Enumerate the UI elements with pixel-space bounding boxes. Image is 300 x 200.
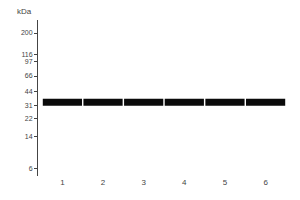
svg-text:97: 97: [25, 58, 33, 65]
svg-text:6: 6: [263, 178, 268, 187]
svg-text:22: 22: [25, 115, 33, 122]
svg-text:6: 6: [29, 165, 33, 172]
svg-text:1: 1: [60, 178, 65, 187]
svg-text:2: 2: [101, 178, 106, 187]
svg-text:116: 116: [21, 51, 32, 58]
svg-text:5: 5: [223, 178, 228, 187]
svg-text:4: 4: [182, 178, 187, 187]
svg-text:3: 3: [141, 178, 146, 187]
svg-text:44: 44: [25, 88, 33, 95]
svg-text:31: 31: [25, 102, 33, 109]
svg-text:66: 66: [25, 72, 33, 79]
svg-text:kDa: kDa: [17, 7, 32, 16]
svg-text:14: 14: [25, 133, 33, 140]
svg-text:200: 200: [21, 29, 33, 36]
